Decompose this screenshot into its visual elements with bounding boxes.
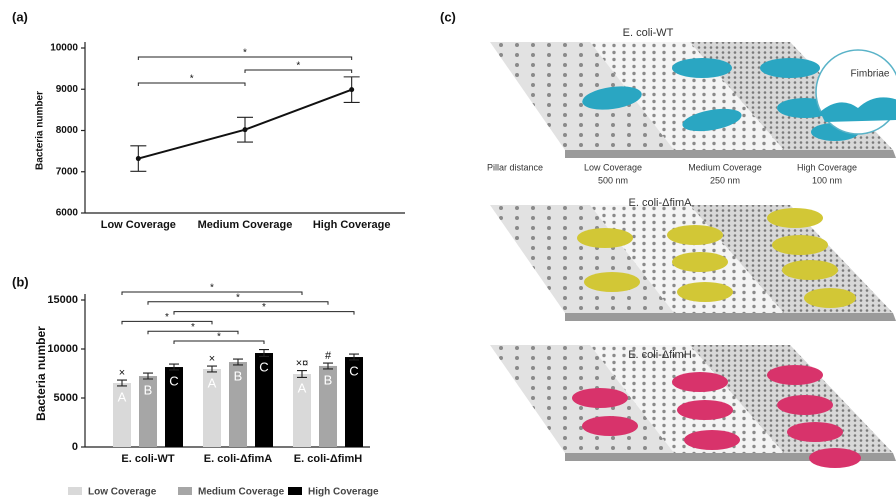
- y-tick-label: 9000: [56, 84, 79, 95]
- y-tick-label: 6000: [56, 208, 79, 219]
- strain-title: E. coli-ΔfimH: [628, 349, 692, 361]
- significance-label: *: [191, 322, 195, 333]
- bar: [139, 376, 157, 447]
- bar-letter: C: [259, 359, 268, 374]
- x-tick-label: E. coli-WT: [121, 453, 174, 465]
- illustration: (c) Fimbriae E. coli-WT E. coli-ΔfimA E.…: [440, 9, 896, 468]
- legend-swatch: [288, 487, 302, 495]
- x-tick-label: High Coverage: [313, 219, 391, 231]
- scale-coverage: High Coverage: [797, 162, 857, 172]
- bar: [165, 367, 183, 447]
- bar: [255, 353, 273, 447]
- point: [242, 127, 248, 133]
- significance-bracket: [137, 82, 246, 86]
- error-bar: [323, 362, 333, 370]
- significance-label: *: [243, 48, 247, 59]
- bar-letter: C: [169, 373, 178, 388]
- bar: [203, 368, 221, 447]
- bar: [113, 383, 131, 447]
- y-tick-label: 0: [72, 441, 78, 453]
- bar-letter: A: [208, 375, 217, 390]
- x-tick-label: Low Coverage: [101, 219, 176, 231]
- significance-label: *: [236, 292, 240, 303]
- bar-letter: B: [144, 382, 153, 397]
- panel-label: (b): [12, 274, 29, 289]
- x-tick-label: E. coli-ΔfimA: [204, 453, 272, 465]
- bar-letter: A: [118, 389, 127, 404]
- error-bar: [259, 349, 269, 357]
- legend-label: Low Coverage: [88, 487, 157, 497]
- bacteria: [582, 58, 859, 141]
- bar: [345, 357, 363, 447]
- strain-title: E. coli-WT: [623, 27, 674, 39]
- scale-coverage: Medium Coverage: [688, 162, 762, 172]
- bar-marker: ×¤: [296, 357, 309, 369]
- x-tick-label: E. coli-ΔfimH: [294, 453, 362, 465]
- bar-letter: B: [234, 368, 243, 383]
- bar: [229, 362, 247, 447]
- bacteria: [577, 208, 856, 308]
- y-tick-label: 10000: [47, 343, 78, 355]
- bar-letter: C: [349, 363, 358, 378]
- bacteria: [572, 365, 861, 468]
- significance-label: *: [190, 74, 194, 85]
- scale-distance: 500 nm: [598, 175, 628, 185]
- panel-label: (c): [440, 9, 456, 24]
- legend-swatch: [68, 487, 82, 495]
- bar-letter: B: [324, 372, 333, 387]
- bar-marker: ×: [119, 367, 125, 379]
- y-axis-title: Bacteria number: [34, 326, 48, 421]
- y-axis-title: Bacteria number: [35, 91, 46, 170]
- significance-label: *: [165, 312, 169, 323]
- significance-bracket: [121, 291, 303, 295]
- legend-label: Medium Coverage: [198, 487, 285, 497]
- bar: [293, 373, 311, 447]
- panel-label: (a): [12, 9, 28, 24]
- significance-bracket: [147, 301, 329, 305]
- y-tick-label: 15000: [47, 294, 78, 306]
- significance-label: *: [262, 302, 266, 313]
- error-bar: [143, 372, 153, 380]
- y-tick-label: 8000: [56, 125, 79, 136]
- error-bar: [233, 358, 243, 366]
- significance-label: *: [296, 61, 300, 72]
- point: [135, 156, 141, 162]
- bar-letter: A: [298, 380, 307, 395]
- error-bar: [117, 379, 127, 387]
- bar-marker: ×: [209, 353, 215, 365]
- scale-distance: 250 nm: [710, 175, 740, 185]
- scale-distance: 100 nm: [812, 175, 842, 185]
- callout-label: Fimbriae: [851, 69, 890, 80]
- scale-coverage: Low Coverage: [584, 162, 642, 172]
- significance-bracket: [173, 340, 265, 344]
- significance-label: *: [217, 332, 221, 343]
- point: [349, 87, 355, 93]
- legend-swatch: [178, 487, 192, 495]
- significance-bracket: [137, 56, 353, 60]
- x-tick-label: Medium Coverage: [198, 219, 293, 231]
- scale-title: Pillar distance: [487, 162, 543, 172]
- bar-marker: #: [325, 350, 332, 362]
- strain-title: E. coli-ΔfimA: [629, 197, 693, 209]
- error-bar: [297, 370, 307, 378]
- error-bar: [207, 365, 217, 373]
- y-tick-label: 5000: [54, 392, 78, 404]
- error-bar: [169, 363, 179, 371]
- legend-label: High Coverage: [308, 487, 379, 497]
- bar: [319, 365, 337, 447]
- significance-bracket: [147, 330, 239, 335]
- significance-label: *: [210, 283, 214, 294]
- significance-bracket: [121, 320, 213, 325]
- y-tick-label: 7000: [56, 166, 79, 177]
- error-bar: [349, 353, 359, 361]
- fimbriae-detail: [820, 97, 896, 122]
- significance-bracket: [244, 69, 353, 73]
- y-tick-label: 10000: [50, 43, 78, 54]
- significance-bracket: [173, 311, 355, 315]
